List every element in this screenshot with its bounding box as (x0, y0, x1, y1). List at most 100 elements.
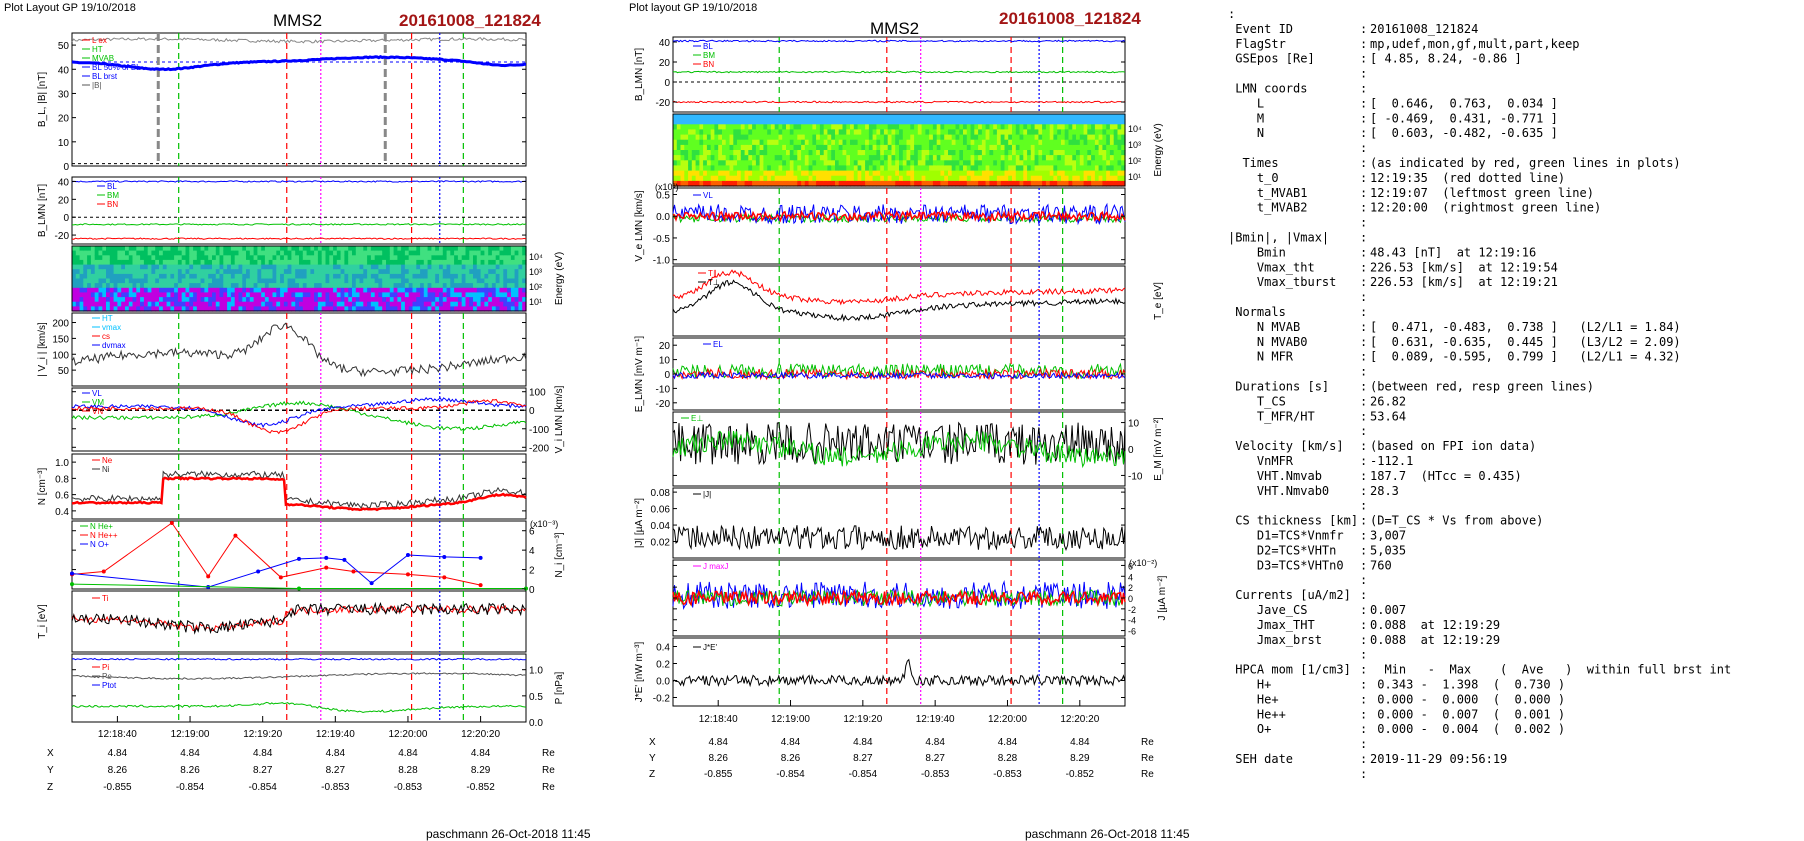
spectrogram-cell (1102, 119, 1107, 125)
spectrogram-cell (314, 283, 319, 289)
spectrogram-cell (842, 134, 847, 141)
spectrogram-cell (72, 246, 77, 252)
spectrogram-cell (295, 283, 300, 289)
spectrogram-cell (348, 273, 353, 280)
spectrogram-cell (393, 250, 398, 256)
spectrogram-cell (1117, 175, 1122, 182)
spectrogram-cell (989, 144, 994, 151)
spectrogram-cell (193, 297, 198, 303)
spectrogram-cell (253, 292, 258, 298)
spectrogram-cell (102, 255, 107, 261)
spectrogram-cell (522, 246, 527, 252)
summary-colon: : (1360, 126, 1367, 140)
spectrogram-cell (79, 273, 84, 280)
spectrogram-cell (812, 150, 817, 156)
y-tick-label: -20 (55, 231, 70, 242)
spectrogram-cell (1087, 134, 1092, 141)
spectrogram-cell (166, 292, 171, 298)
spectrogram-cell (831, 144, 836, 151)
spectrogram-cell (200, 292, 205, 298)
y-tick-label: 10³ (529, 267, 542, 277)
spectrogram-cell (1094, 155, 1100, 161)
y-axis-label: N [cm⁻³] (37, 468, 48, 506)
spectrogram-cell (196, 273, 202, 280)
spectrogram-cell (740, 180, 746, 187)
spectrogram-cell (79, 283, 84, 289)
spectrogram-cell (759, 175, 764, 182)
spectrogram-cell (729, 170, 734, 177)
spectrogram-cell (193, 306, 198, 312)
spectrogram-cell (159, 287, 164, 293)
spectrogram-cell (891, 134, 896, 141)
spectrogram-cell (778, 144, 783, 151)
spectrogram-cell (944, 150, 949, 156)
spectrogram-cell (287, 269, 292, 275)
spectrogram-cell (397, 306, 402, 312)
spectrogram-cell (706, 139, 712, 146)
spectrogram-cell (185, 297, 190, 303)
spectrogram-cell (1072, 160, 1077, 166)
spectrogram-cell (306, 306, 311, 312)
spectrogram-cell (959, 160, 964, 166)
spectrogram-cell (491, 269, 497, 275)
spectrogram-cell (740, 124, 746, 130)
y-tick-label: 0 (529, 406, 535, 417)
spectrogram-cell (253, 301, 258, 307)
spectrogram-cell (831, 170, 836, 177)
spectrogram-cell (507, 297, 512, 303)
spectrogram-cell (899, 175, 904, 182)
spectrogram-cell (473, 255, 478, 261)
spectrogram-cell (1042, 160, 1047, 166)
spectrogram-cell (981, 170, 987, 177)
summary-colon: : (1360, 305, 1367, 319)
spectrogram-cell (914, 139, 919, 146)
spectrogram-cell (699, 165, 704, 172)
spectrogram-cell (914, 150, 919, 156)
spectrogram-cell (1004, 129, 1009, 136)
spectrogram-cell (325, 255, 330, 261)
spectrogram-cell (857, 119, 862, 125)
spectrogram-cell (132, 264, 137, 270)
spectrogram-cell (706, 134, 712, 141)
spectrogram-cell (128, 292, 134, 298)
spectrogram-cell (812, 129, 817, 136)
spectrogram-cell (1038, 114, 1043, 120)
spectrogram-cell (147, 259, 153, 266)
spectrogram-cell (737, 165, 742, 172)
spectrogram-cell (230, 301, 236, 307)
spectrogram-cell (959, 134, 964, 141)
spectrogram-cell (857, 150, 862, 156)
spectrogram-cell (725, 129, 731, 136)
spectrogram-cell (985, 175, 990, 182)
spectrogram-cell (367, 250, 372, 256)
spectrogram-cell (98, 301, 103, 307)
spectrogram-cell (906, 119, 911, 125)
spectrogram-cell (789, 165, 795, 172)
spectrogram-cell (944, 175, 949, 182)
spectrogram-cell (510, 301, 516, 307)
spectrogram-cell (857, 155, 862, 161)
spectrogram-cell (1008, 134, 1013, 141)
spectrogram-cell (522, 306, 527, 312)
spectrogram-cell (1072, 175, 1077, 182)
spectrogram-cell (155, 246, 160, 252)
spectrogram-cell (480, 259, 485, 266)
spectrogram-cell (386, 264, 391, 270)
spectrogram-cell (1019, 124, 1024, 130)
spectrogram-cell (872, 165, 877, 172)
spectrogram-cell (695, 170, 700, 177)
spectrogram-cell (204, 297, 209, 303)
spectrogram-cell (880, 124, 885, 130)
spectrogram-cell (480, 301, 485, 307)
footer-right: paschmann 26-Oct-2018 11:45 (1025, 827, 1190, 841)
spectrogram-cell (249, 259, 255, 266)
spectrogram-cell (718, 155, 723, 161)
spectrogram-cell (359, 292, 364, 298)
spectrogram-cell (801, 155, 806, 161)
spectrogram-cell (246, 306, 251, 312)
legend-entry: BN (107, 200, 118, 209)
spectrogram-cell (90, 278, 96, 284)
spectrogram-cell (389, 301, 395, 307)
spectrogram-cell (925, 119, 930, 125)
series-jmag (672, 524, 1126, 551)
